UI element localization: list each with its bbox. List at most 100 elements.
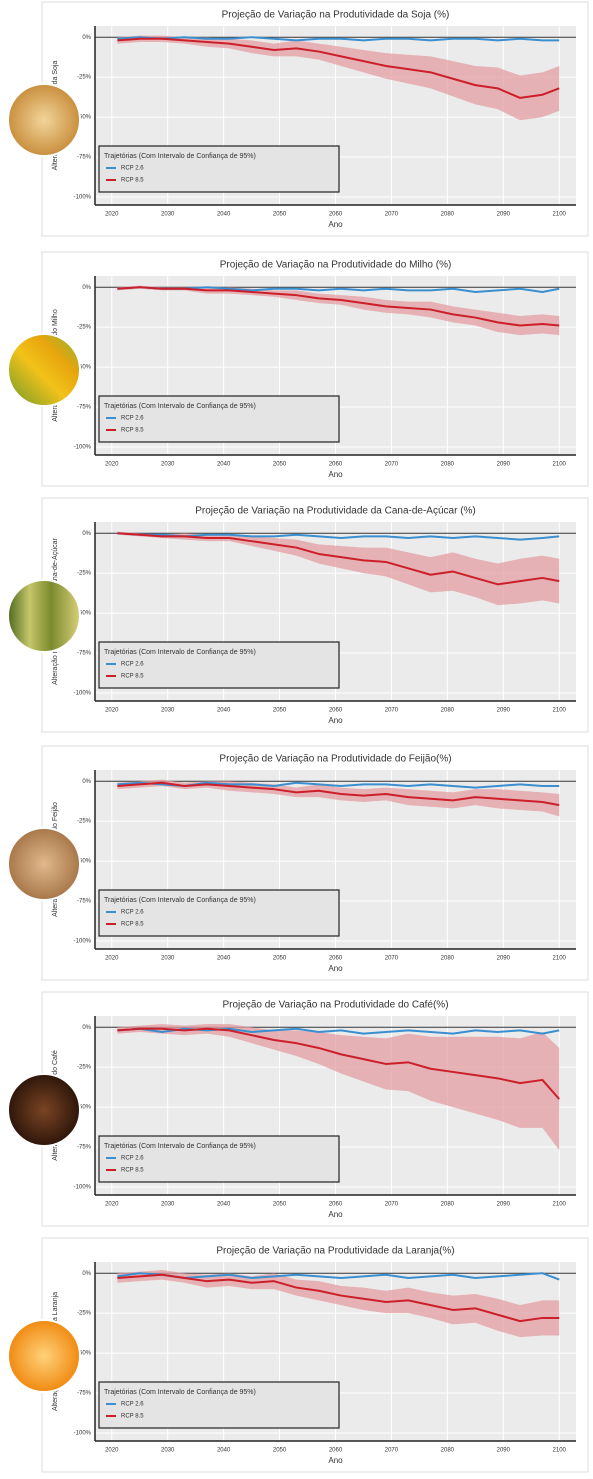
y-tick-label: -100% <box>74 691 92 697</box>
x-tick-label: 2100 <box>553 212 567 218</box>
legend-label: RCP 2.6 <box>121 662 144 668</box>
x-tick-label: 2090 <box>497 1202 511 1208</box>
x-axis-label: Ano <box>328 470 343 479</box>
y-tick-label: -100% <box>74 939 92 945</box>
x-tick-label: 2020 <box>105 1448 119 1454</box>
x-tick-label: 2080 <box>441 1448 455 1454</box>
x-tick-label: 2050 <box>273 956 287 962</box>
x-tick-label: 2070 <box>385 708 399 714</box>
legend-label: RCP 2.6 <box>121 910 144 916</box>
x-tick-label: 2050 <box>273 462 287 468</box>
x-tick-label: 2060 <box>329 708 343 714</box>
legend-title: Trajetórias (Com Intervalo de Confiança … <box>104 1143 256 1150</box>
y-tick-label: -75% <box>77 155 92 161</box>
y-tick-label: 0% <box>82 35 91 41</box>
x-tick-label: 2020 <box>105 708 119 714</box>
crop-image <box>8 1074 80 1146</box>
legend-title: Trajetórias (Com Intervalo de Confiança … <box>104 897 256 904</box>
x-tick-label: 2060 <box>329 212 343 218</box>
x-tick-label: 2030 <box>161 956 175 962</box>
legend-title: Trajetórias (Com Intervalo de Confiança … <box>104 403 256 410</box>
x-tick-label: 2020 <box>105 462 119 468</box>
y-tick-label: -100% <box>74 1185 92 1191</box>
x-tick-label: 2070 <box>385 956 399 962</box>
x-axis-label: Ano <box>328 964 343 973</box>
crop-image <box>8 1320 80 1392</box>
x-axis-label: Ano <box>328 1210 343 1219</box>
y-tick-label: -25% <box>77 1065 92 1071</box>
x-tick-label: 2020 <box>105 956 119 962</box>
x-tick-label: 2020 <box>105 212 119 218</box>
y-tick-label: 0% <box>82 1271 91 1277</box>
chart-title: Projeção de Variação na Produtividade do… <box>220 260 452 271</box>
page: Projeção de Variação na Produtividade da… <box>0 0 593 1479</box>
y-tick-label: -75% <box>77 405 92 411</box>
x-axis-label: Ano <box>328 716 343 725</box>
x-tick-label: 2040 <box>217 1202 231 1208</box>
x-tick-label: 2070 <box>385 1202 399 1208</box>
chart-title: Projeção de Variação na Produtividade do… <box>222 1000 448 1011</box>
chart-title: Projeção de Variação na Produtividade do… <box>219 754 451 765</box>
crop-image <box>8 580 80 652</box>
y-tick-label: -25% <box>77 819 92 825</box>
x-tick-label: 2030 <box>161 1448 175 1454</box>
x-tick-label: 2030 <box>161 1202 175 1208</box>
x-tick-label: 2060 <box>329 462 343 468</box>
y-tick-label: -100% <box>74 1431 92 1437</box>
y-tick-label: 0% <box>82 1025 91 1031</box>
x-tick-label: 2090 <box>497 1448 511 1454</box>
legend-label: RCP 8.5 <box>121 1168 144 1174</box>
x-tick-label: 2090 <box>497 708 511 714</box>
legend-title: Trajetórias (Com Intervalo de Confiança … <box>104 1389 256 1396</box>
y-tick-label: -25% <box>77 1311 92 1317</box>
x-tick-label: 2030 <box>161 212 175 218</box>
y-tick-label: -25% <box>77 325 92 331</box>
legend-label: RCP 8.5 <box>121 428 144 434</box>
x-tick-label: 2050 <box>273 212 287 218</box>
x-tick-label: 2040 <box>217 212 231 218</box>
x-tick-label: 2050 <box>273 1448 287 1454</box>
y-tick-label: -75% <box>77 899 92 905</box>
crop-image <box>8 84 80 156</box>
x-tick-label: 2080 <box>441 212 455 218</box>
x-axis-label: Ano <box>328 1456 343 1465</box>
x-tick-label: 2080 <box>441 956 455 962</box>
x-tick-label: 2070 <box>385 1448 399 1454</box>
crop-image <box>8 828 80 900</box>
x-tick-label: 2040 <box>217 462 231 468</box>
x-tick-label: 2080 <box>441 708 455 714</box>
legend-label: RCP 2.6 <box>121 416 144 422</box>
x-tick-label: 2100 <box>553 956 567 962</box>
x-tick-label: 2020 <box>105 1202 119 1208</box>
legend-label: RCP 2.6 <box>121 1402 144 1408</box>
y-tick-label: -25% <box>77 571 92 577</box>
x-tick-label: 2050 <box>273 1202 287 1208</box>
x-tick-label: 2060 <box>329 1448 343 1454</box>
x-tick-label: 2100 <box>553 462 567 468</box>
y-tick-label: -100% <box>74 195 92 201</box>
y-tick-label: -100% <box>74 445 92 451</box>
chart-panel: Projeção de Variação na Produtividade do… <box>8 252 588 486</box>
x-tick-label: 2080 <box>441 462 455 468</box>
x-tick-label: 2080 <box>441 1202 455 1208</box>
y-tick-label: -25% <box>77 75 92 81</box>
x-tick-label: 2030 <box>161 708 175 714</box>
legend-title: Trajetórias (Com Intervalo de Confiança … <box>104 649 256 656</box>
x-tick-label: 2060 <box>329 1202 343 1208</box>
x-tick-label: 2040 <box>217 956 231 962</box>
y-tick-label: 0% <box>82 285 91 291</box>
y-tick-label: -75% <box>77 1145 92 1151</box>
x-tick-label: 2090 <box>497 462 511 468</box>
legend-label: RCP 2.6 <box>121 166 144 172</box>
crop-image <box>8 334 80 406</box>
chart-panel: Projeção de Variação na Produtividade da… <box>8 1238 588 1472</box>
legend-label: RCP 8.5 <box>121 178 144 184</box>
legend-label: RCP 8.5 <box>121 674 144 680</box>
legend-label: RCP 8.5 <box>121 1414 144 1420</box>
x-tick-label: 2090 <box>497 212 511 218</box>
y-tick-label: -75% <box>77 651 92 657</box>
y-tick-label: 0% <box>82 779 91 785</box>
chart-title: Projeção de Variação na Produtividade da… <box>222 10 450 21</box>
chart-title: Projeção de Variação na Produtividade da… <box>195 506 476 517</box>
x-tick-label: 2060 <box>329 956 343 962</box>
